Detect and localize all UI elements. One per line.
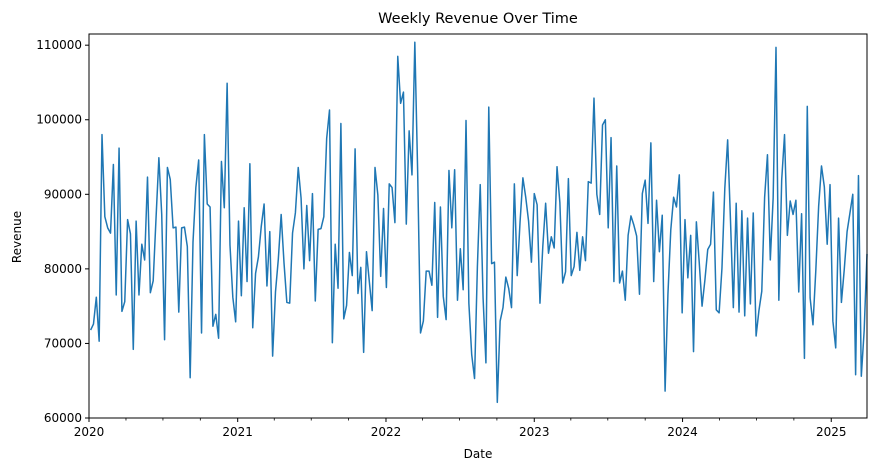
chart-title: Weekly Revenue Over Time [378, 11, 578, 27]
plot-frame [88, 33, 868, 419]
x-tick-label: 2025 [816, 425, 847, 439]
y-tick-label: 70000 [44, 336, 82, 350]
y-tick-label: 80000 [44, 262, 82, 276]
y-tick-label: 60000 [44, 411, 82, 425]
x-tick-label: 2021 [222, 425, 253, 439]
revenue-series-line [89, 41, 868, 404]
y-tick-label: 100000 [36, 113, 82, 127]
x-tick-label: 2023 [519, 425, 550, 439]
y-tick-label: 90000 [44, 187, 82, 201]
x-tick-label: 2020 [74, 425, 105, 439]
x-tick-label: 2022 [371, 425, 402, 439]
axis-ticks: 60000 70000 80000 90000 100000 110000 2020 2021… [36, 38, 846, 439]
x-tick-label: 2024 [667, 425, 698, 439]
plot-area [89, 41, 868, 404]
y-tick-label: 110000 [36, 38, 82, 52]
x-axis-label: Date [464, 447, 493, 461]
y-axis-label: Revenue [10, 211, 24, 263]
